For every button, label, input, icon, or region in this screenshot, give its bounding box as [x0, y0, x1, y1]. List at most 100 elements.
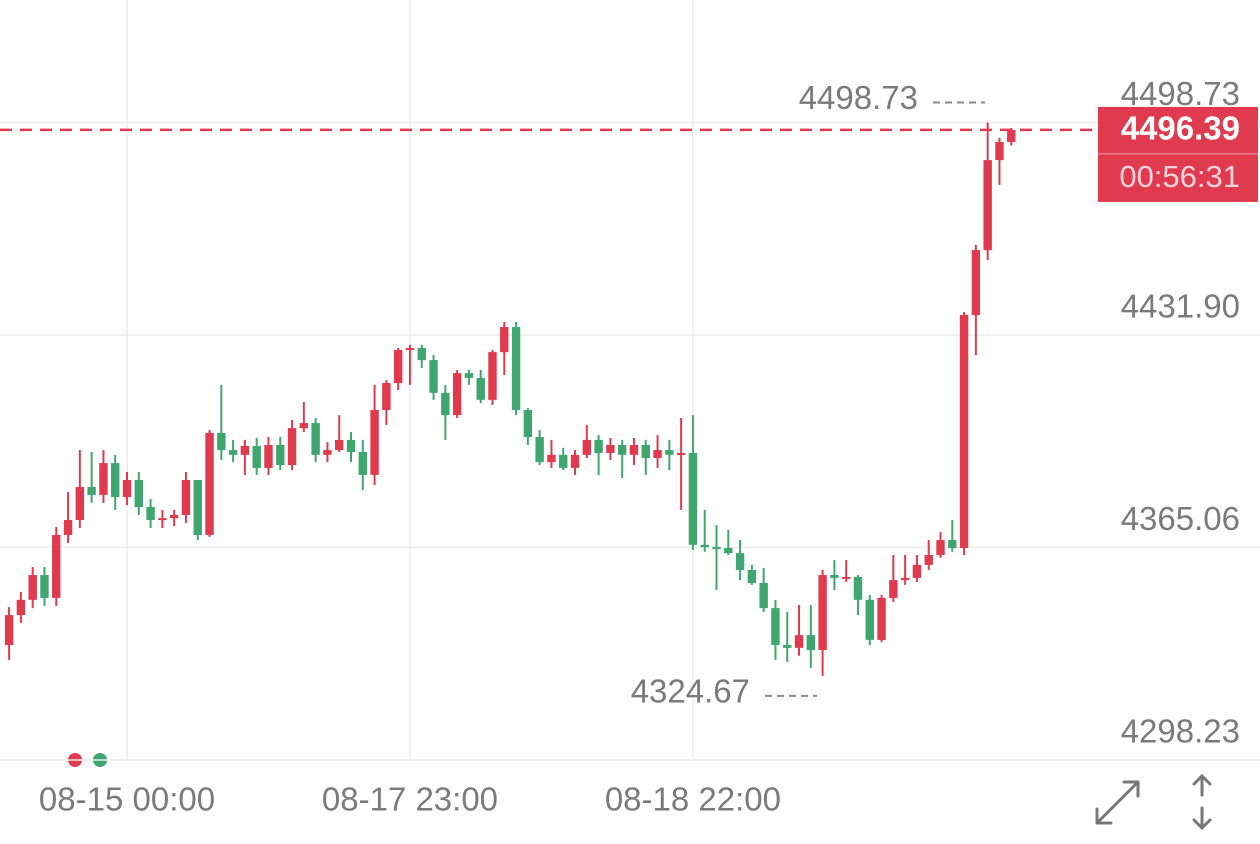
candle-body	[841, 576, 851, 579]
candle-body	[629, 444, 639, 455]
candle-body	[311, 423, 320, 455]
candle-body	[181, 479, 191, 515]
high-annotation: 4498.73	[799, 79, 918, 116]
candle-body	[559, 454, 568, 468]
candle-body	[523, 410, 533, 438]
candle-body	[995, 141, 1004, 161]
candle-body	[335, 439, 344, 451]
candle-body	[63, 520, 73, 535]
candle-body	[665, 450, 674, 455]
candle-body	[877, 597, 886, 640]
candle-body	[429, 360, 438, 393]
candle-body	[676, 452, 686, 455]
candle-body	[264, 444, 273, 468]
candle-body	[759, 582, 768, 609]
candle-body	[724, 548, 733, 554]
candle-body	[971, 250, 981, 315]
candle-body	[818, 575, 827, 651]
candle-body	[794, 635, 804, 648]
candle-body	[393, 349, 403, 383]
candle-body	[52, 534, 61, 598]
candle-body	[417, 348, 426, 361]
candle-body	[853, 576, 863, 600]
candle-body	[111, 463, 120, 498]
candle-body	[1007, 129, 1016, 142]
candle-body	[358, 451, 367, 475]
candle-body	[700, 544, 709, 548]
candle-body	[169, 514, 179, 519]
expand-icon[interactable]	[1095, 780, 1140, 825]
candle-body	[983, 160, 992, 251]
candle-body	[948, 540, 957, 549]
candle-body	[783, 644, 792, 648]
candle-body	[40, 575, 49, 598]
candle-body	[134, 479, 143, 507]
candle-body	[276, 444, 285, 466]
candle-body	[441, 392, 450, 416]
candle-body	[452, 373, 462, 416]
y-tick-label: 4298.23	[1121, 713, 1240, 750]
candle-body	[488, 352, 497, 400]
candle-body	[75, 486, 85, 521]
candle-body	[240, 445, 250, 455]
candle-body	[205, 432, 214, 535]
candle-body	[405, 348, 415, 351]
candle-body	[688, 452, 698, 545]
candle-body	[228, 450, 238, 455]
candle-body	[99, 463, 108, 495]
last-price-label: 4496.39	[1121, 110, 1240, 147]
candle-body	[594, 439, 603, 453]
candle-body	[146, 506, 155, 521]
candle-body	[924, 555, 933, 565]
candle-body	[830, 575, 839, 578]
x-tick-label: 08-17 23:00	[322, 781, 498, 818]
candle-body	[252, 445, 261, 468]
candle-body	[653, 450, 662, 459]
scale-icon[interactable]	[1192, 773, 1212, 831]
candle-body	[771, 608, 780, 645]
candle-body	[959, 314, 969, 549]
candle-body	[217, 432, 226, 451]
candle-body	[735, 553, 745, 570]
candle-body	[16, 599, 26, 616]
candle-body	[912, 564, 922, 578]
low-annotation: 4324.67	[631, 673, 750, 710]
candle-body	[641, 444, 650, 459]
candle-body	[535, 437, 544, 463]
candle-body	[889, 580, 898, 598]
candle-body	[158, 518, 167, 521]
candle-body	[617, 444, 627, 455]
candle-body	[28, 575, 37, 600]
candle-body	[299, 423, 309, 429]
candle-body	[382, 382, 391, 411]
candle-body	[87, 486, 96, 495]
candle-body	[287, 428, 297, 466]
candle-body	[582, 439, 592, 455]
candle-body	[122, 479, 132, 498]
y-tick-label: 4498.73	[1121, 75, 1240, 112]
candle-body	[747, 569, 757, 583]
y-tick-label: 4365.06	[1121, 500, 1240, 537]
candle-body	[570, 454, 580, 468]
candle-body	[511, 327, 521, 411]
candle-body	[476, 377, 485, 400]
candle-body	[806, 635, 816, 651]
x-tick-label: 08-18 22:00	[605, 781, 781, 818]
candle-body	[370, 410, 379, 475]
countdown-label: 00:56:31	[1119, 159, 1240, 194]
candle-body	[4, 615, 14, 645]
candle-body	[712, 547, 721, 550]
candle-body	[936, 540, 945, 556]
candle-body	[193, 479, 202, 535]
candle-body	[900, 577, 910, 581]
x-tick-label: 08-15 00:00	[39, 781, 215, 818]
candle-body	[865, 599, 874, 640]
candle-body	[346, 439, 356, 452]
candle-body	[500, 327, 509, 353]
candle-body	[323, 450, 332, 455]
candle-body	[547, 454, 556, 463]
y-tick-label: 4431.90	[1121, 288, 1240, 325]
candle-body	[464, 373, 474, 378]
candle-body	[606, 444, 615, 453]
